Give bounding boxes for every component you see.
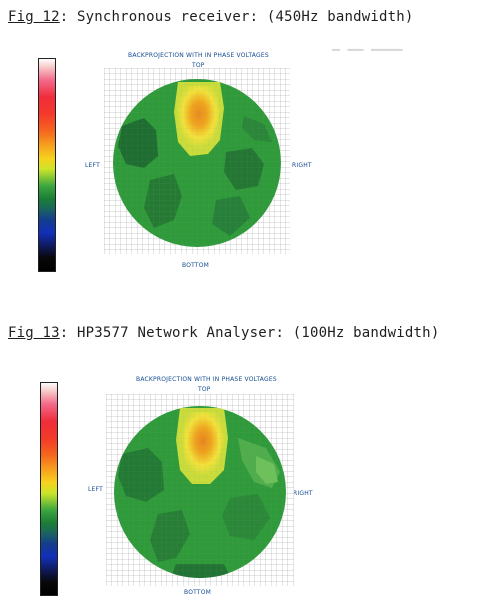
figure-12-right-label: RIGHT (292, 162, 312, 169)
figure-13-left-label: LEFT (88, 486, 103, 493)
figure-13-label: Fig 13 (8, 325, 60, 341)
figure-12-caption: Fig 12: Synchronous receiver: (450Hz ban… (8, 9, 414, 25)
figure-13-color-scale (40, 382, 58, 596)
figure-12-caption-text: : Synchronous receiver: (450Hz bandwidth… (59, 9, 414, 25)
figure-12-top-label: TOP (192, 62, 205, 69)
figure-13-caption: Fig 13: HP3577 Network Analyser: (100Hz … (8, 325, 439, 341)
figure-13-caption-text: : HP3577 Network Analyser: (100Hz bandwi… (59, 325, 440, 341)
bleed-through-text: ▔ ▔▔ ▔▔▔▔ (332, 50, 403, 65)
figure-12-bottom-label: BOTTOM (182, 262, 210, 269)
figure-13-backprojection-plot (106, 394, 294, 586)
figure-13-plot-title: BACKPROJECTION WITH IN PHASE VOLTAGES (136, 376, 277, 383)
figure-13-top-label: TOP (198, 386, 211, 393)
figure-13-right-label: RIGHT (293, 490, 313, 497)
figure-13-bottom-label: BOTTOM (184, 589, 212, 596)
figure-12-color-scale (38, 58, 56, 272)
figure-12-backprojection-plot (104, 68, 290, 254)
figure-12-label: Fig 12 (8, 9, 60, 25)
figure-12-left-label: LEFT (85, 162, 100, 169)
figure-12-plot-title: BACKPROJECTION WITH IN PHASE VOLTAGES (128, 52, 269, 59)
